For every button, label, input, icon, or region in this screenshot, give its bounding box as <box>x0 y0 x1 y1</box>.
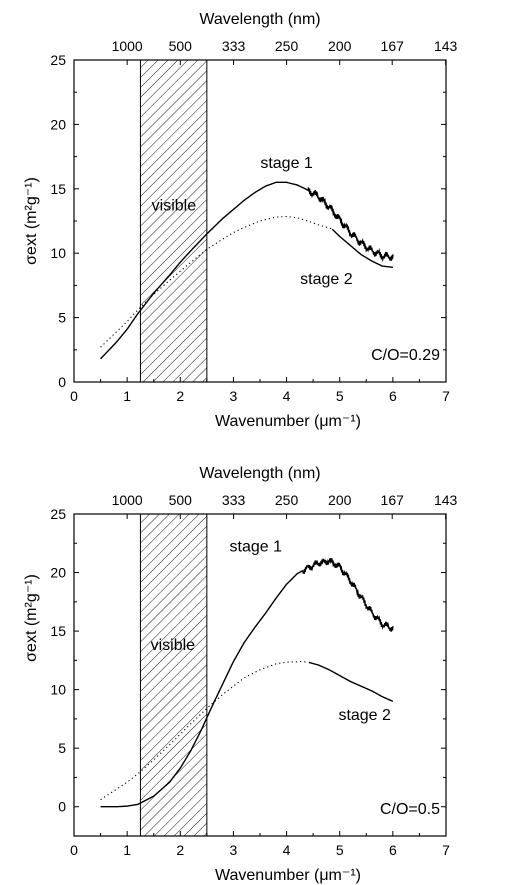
top-tick-label: 333 <box>222 492 246 508</box>
y-tick-label: 25 <box>50 52 66 68</box>
y-axis-label: σext (m²g⁻¹) <box>23 177 40 265</box>
stage-2-solid-curve <box>308 661 394 702</box>
visible-region-label: visible <box>152 198 197 215</box>
series-1 <box>100 557 394 808</box>
top-tick-label: 200 <box>328 38 352 54</box>
top-tick-label: 333 <box>222 38 246 54</box>
x-axis-label: Wavenumber (μm⁻¹) <box>215 413 361 430</box>
x-tick-label: 4 <box>283 842 291 858</box>
visible-region-hatch <box>139 513 208 837</box>
x-tick-label: 0 <box>70 388 78 404</box>
y-tick-label: 5 <box>58 740 66 756</box>
series-1 <box>100 181 394 360</box>
top-tick-label: 143 <box>434 492 458 508</box>
x-tick-label: 3 <box>230 388 238 404</box>
visible-region-label: visible <box>151 637 196 654</box>
top-tick-label: 1000 <box>112 38 143 54</box>
plot-layer: 0 1 2 3 4 5 6 7 1000 500 333 250 200 167 143 0 5 10 15 20 25… <box>50 492 457 858</box>
plot-frame <box>73 59 447 383</box>
annotation-co-ratio: C/O=0.29 <box>371 347 440 364</box>
y-axis-label: σext (m²g⁻¹) <box>23 574 40 662</box>
x-tick-label: 2 <box>176 388 184 404</box>
y-tick-label: 10 <box>50 682 66 698</box>
y-tick-label: 0 <box>58 374 66 390</box>
y-tick-label: 15 <box>50 623 66 639</box>
stage-1-curve <box>100 181 309 360</box>
y-tick-label: 10 <box>50 245 66 261</box>
x-axis-label: Wavenumber (μm⁻¹) <box>215 867 361 884</box>
y-tick-label: 15 <box>50 181 66 197</box>
stage-2-solid-curve <box>331 228 393 269</box>
y-tick-label: 20 <box>50 565 66 581</box>
stage-2-dotted-curve <box>100 215 332 348</box>
x-tick-label: 1 <box>123 842 131 858</box>
x-tick-label: 5 <box>336 388 344 404</box>
annotation-co-ratio: C/O=0.5 <box>380 801 440 818</box>
x-tick-label: 7 <box>442 388 450 404</box>
y-tick-label: 20 <box>50 116 66 132</box>
plot-frame <box>73 513 447 837</box>
top-tick-label: 1000 <box>112 492 143 508</box>
stage-2-label: stage 2 <box>338 707 391 724</box>
y-tick-label: 0 <box>58 799 66 815</box>
stage-1-curve <box>100 569 304 808</box>
top-tick-label: 500 <box>169 492 193 508</box>
y-tick-label: 5 <box>58 310 66 326</box>
stage-2-label: stage 2 <box>300 271 353 288</box>
x-tick-label: 6 <box>389 842 397 858</box>
stage-1-label: stage 1 <box>230 538 283 555</box>
x-tick-label: 4 <box>283 388 291 404</box>
stage-1-noisy-curve <box>307 187 394 263</box>
top-tick-label: 200 <box>328 492 352 508</box>
top-tick-label: 143 <box>434 38 458 54</box>
top-axis-label: Wavelength (nm) <box>199 465 320 482</box>
x-tick-label: 6 <box>389 388 397 404</box>
chart-panel-2: Wavelength (nm) Wavenumber (μm⁻¹) σext (… <box>23 465 458 884</box>
top-tick-label: 250 <box>275 492 299 508</box>
y-tick-label: 25 <box>50 506 66 522</box>
top-axis-label: Wavelength (nm) <box>199 11 320 28</box>
top-tick-label: 167 <box>381 492 405 508</box>
x-tick-label: 5 <box>336 842 344 858</box>
series-2 <box>100 660 394 801</box>
x-tick-label: 2 <box>176 842 184 858</box>
top-tick-label: 167 <box>381 38 405 54</box>
x-tick-label: 0 <box>70 842 78 858</box>
x-tick-label: 7 <box>442 842 450 858</box>
top-tick-label: 500 <box>169 38 193 54</box>
stage-1-label: stage 1 <box>260 155 313 172</box>
x-tick-label: 3 <box>230 842 238 858</box>
series-2 <box>100 215 393 348</box>
stage-1-noisy-curve <box>302 557 394 632</box>
x-tick-label: 1 <box>123 388 131 404</box>
chart-panel-1: Wavelength (nm) Wavenumber (μm⁻¹) σext (… <box>23 11 458 430</box>
plot-layer: 0 1 2 3 4 5 6 7 1000 500 333 250 200 167 143 0 5 10 15 20 25… <box>50 38 457 404</box>
visible-region-hatch <box>139 59 208 383</box>
top-tick-label: 250 <box>275 38 299 54</box>
